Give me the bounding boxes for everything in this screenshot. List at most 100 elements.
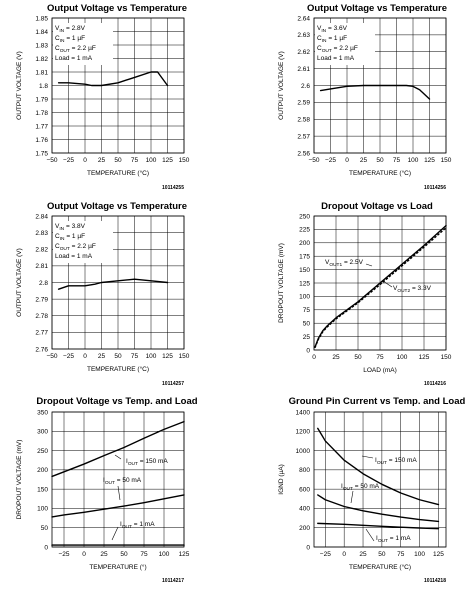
chart-title: Output Voltage vs Temperature [307, 3, 447, 14]
annotation-subscript: IN [59, 28, 64, 34]
x-tick-label: −25 [63, 353, 74, 360]
curve-label-leader [350, 490, 354, 504]
x-tick-label: 100 [159, 551, 170, 558]
x-tick-label: −50 [46, 157, 57, 164]
y-tick-label: 100 [299, 294, 310, 301]
x-axis-label: TEMPERATURE (°C) [349, 563, 411, 571]
condition-annotation: CIN = 1 µF [317, 35, 347, 44]
series-line-1 [51, 420, 185, 478]
y-tick-label: 1.85 [35, 15, 48, 22]
x-tick-label: 125 [424, 157, 435, 164]
y-tick-label: 2.77 [35, 330, 48, 337]
y-tick-label: 2.84 [35, 213, 48, 220]
series-line-3 [317, 522, 440, 530]
condition-annotation: VIN = 3.8V [55, 223, 86, 232]
curve-label-leader [361, 455, 374, 459]
curve-label: IOUT = 1 mA [376, 535, 411, 544]
x-tick-label: 100 [414, 551, 425, 558]
plot-frame [313, 17, 447, 154]
condition-annotation: VIN = 3.6V [317, 25, 348, 34]
x-tick-label: 100 [397, 354, 408, 361]
curve-label: IOUT = 150 mA [375, 457, 417, 466]
x-axis-label: TEMPERATURE (°C) [87, 169, 149, 177]
y-tick-label: 2.82 [35, 247, 48, 254]
plot-frame [51, 411, 185, 548]
condition-annotation: COUT = 2.2 µF [55, 45, 96, 54]
curve-label: VOUT1 = 2.5V [325, 259, 364, 268]
annotation-value: = 2.2 µF [332, 45, 358, 52]
x-tick-label: 50 [114, 157, 122, 164]
x-tick-label: 0 [312, 354, 316, 361]
y-tick-label: 250 [299, 213, 310, 220]
x-tick-label: 25 [360, 157, 368, 164]
x-tick-label: 75 [393, 157, 401, 164]
x-tick-label: 125 [179, 551, 190, 558]
x-tick-label: 75 [376, 354, 384, 361]
curve-label-leader [111, 526, 119, 541]
x-tick-label: 0 [83, 157, 87, 164]
y-tick-label: 400 [299, 506, 310, 513]
condition-annotation: Load = 1 mA [55, 55, 93, 62]
curve-label-value: = 3.3V [410, 285, 431, 292]
x-tick-label: 150 [179, 157, 190, 164]
figure-id: 10114216 [424, 381, 446, 387]
annotation-subscript: IN [60, 38, 65, 44]
x-tick-label: 125 [433, 551, 444, 558]
y-tick-label: 300 [37, 429, 48, 436]
y-tick-label: 150 [299, 267, 310, 274]
curve-label: IOUT = 50 mA [341, 483, 380, 492]
y-tick-label: 1.75 [35, 150, 48, 157]
x-tick-label: 25 [332, 354, 340, 361]
figure-id: 10114256 [424, 185, 446, 191]
annotation-value: = 1 µF [327, 35, 348, 42]
annotation-value: = 1 µF [65, 233, 86, 240]
x-axis-label: TEMPERATURE (°) [89, 563, 146, 571]
annotation-subscript: IN [321, 28, 326, 34]
curve-label-symbol: I [120, 521, 122, 528]
x-tick-label: 75 [140, 551, 148, 558]
condition-annotation: COUT = 2.2 µF [317, 45, 358, 54]
x-tick-label: 100 [408, 157, 419, 164]
curve-label-value: = 150 mA [138, 458, 168, 465]
x-axis-label: LOAD (mA) [363, 367, 397, 374]
annotation-value: = 2.2 µF [70, 45, 96, 52]
curve-label-symbol: V [393, 285, 398, 292]
annotation-subscript: IN [59, 226, 64, 232]
chart-title: Dropout Voltage vs Load [321, 201, 433, 212]
chart-4: Dropout Voltage vs Load 0 25 50 75 100 125 150 0… [278, 201, 452, 387]
y-tick-label: 1400 [296, 409, 311, 416]
series-line-2 [317, 494, 440, 523]
x-axis-label: TEMPERATURE (°C) [87, 365, 149, 373]
chart-title: Ground Pin Current vs Temp. and Load [289, 396, 466, 407]
y-axis-label: OUTPUT VOLTAGE (V) [16, 51, 23, 120]
x-tick-label: 125 [162, 353, 173, 360]
curve-label-value: = 1 mA [132, 521, 155, 528]
figure-id: 10114217 [162, 578, 184, 584]
y-tick-label: 2.63 [297, 32, 310, 39]
chart-title: Dropout Voltage vs Temp. and Load [36, 396, 197, 407]
y-tick-label: 350 [37, 409, 48, 416]
curve-label-symbol: I [103, 477, 105, 484]
curve-label-symbol: I [375, 457, 377, 464]
curve-label-symbol: I [341, 483, 343, 490]
annotation-symbol: V [317, 25, 322, 32]
curve-label-subscript: OUT1 [329, 262, 342, 268]
figure-id: 10114257 [162, 381, 184, 387]
curve-label-leader [365, 528, 375, 542]
curve-label: VOUT2 = 3.3V [393, 285, 432, 294]
annotation-symbol: V [55, 223, 60, 230]
curve-label-leader [382, 280, 393, 288]
annotation-symbol: Load = 1 mA [55, 55, 93, 62]
chart-1: Output Voltage vs Temperature −50 −25 0 25 50… [16, 3, 190, 191]
y-tick-label: 2.58 [297, 117, 310, 124]
y-tick-label: 1200 [296, 429, 311, 436]
y-tick-label: 100 [37, 506, 48, 513]
y-tick-label: 1.77 [35, 123, 48, 130]
curve-label-subscript: OUT [122, 524, 132, 530]
y-tick-label: 1.84 [35, 29, 48, 36]
x-tick-label: −25 [63, 157, 74, 164]
y-tick-label: 2.76 [35, 346, 48, 353]
curve-label-value: = 1 mA [388, 535, 411, 542]
y-tick-label: 2.81 [35, 263, 48, 270]
